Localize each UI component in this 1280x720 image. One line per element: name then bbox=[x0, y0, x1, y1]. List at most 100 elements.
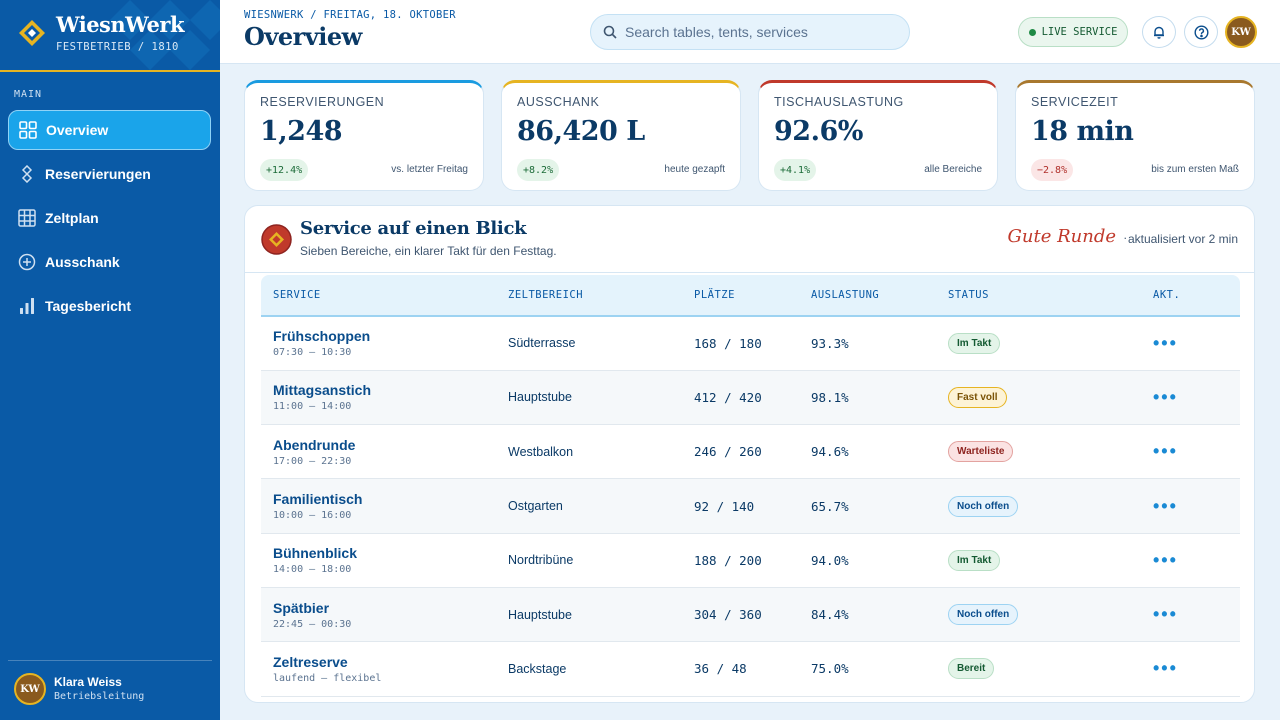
notifications-button[interactable] bbox=[1142, 16, 1176, 48]
help-button[interactable] bbox=[1184, 16, 1218, 48]
service-panel: Service auf einen Blick Sieben Bereiche,… bbox=[244, 205, 1255, 703]
service-name[interactable]: Frühschoppen bbox=[273, 328, 371, 345]
status-badge: Bereit bbox=[948, 658, 995, 680]
search-input[interactable] bbox=[625, 24, 895, 40]
sidebar-item-overview[interactable]: Overview bbox=[8, 110, 211, 150]
status-badge: Im Takt bbox=[948, 332, 1001, 354]
actions-cell: ••• bbox=[1141, 424, 1240, 480]
sidebar-item-tagesbericht[interactable]: Tagesbericht bbox=[8, 286, 211, 326]
top-header: WIESNWERK / FREITAG, 18. OKTOBER Overvie… bbox=[220, 0, 1280, 64]
seats-cell: 412 / 420 bbox=[682, 370, 799, 426]
table-row[interactable]: Familientisch 10:00 — 16:00 Ostgarten 92 … bbox=[261, 478, 1240, 534]
service-cell: Bühnenblick 14:00 — 18:00 bbox=[261, 533, 496, 588]
logo-icon bbox=[19, 20, 45, 46]
status-cell: Im Takt bbox=[936, 316, 1141, 371]
col-auslastung[interactable]: AUSLASTUNG bbox=[799, 275, 936, 317]
col-actions: AKT. bbox=[1141, 275, 1240, 317]
more-actions-icon[interactable]: ••• bbox=[1153, 386, 1178, 407]
service-name[interactable]: Spätbier bbox=[273, 599, 330, 616]
status-badge: Im Takt bbox=[948, 549, 1001, 571]
sidebar-item-zeltplan[interactable]: Zeltplan bbox=[8, 198, 211, 238]
col-status[interactable]: STATUS bbox=[936, 275, 1141, 317]
load-cell: 93.3% bbox=[799, 316, 936, 371]
panel-script-label: Gute Runde bbox=[1007, 226, 1117, 247]
kpi-note: vs. letzter Freitag bbox=[391, 164, 468, 175]
area-cell: Hauptstube bbox=[496, 587, 682, 643]
status-badge: Noch offen bbox=[948, 495, 1019, 517]
area-cell: Westbalkon bbox=[496, 424, 682, 480]
service-cell: Familientisch 10:00 — 16:00 bbox=[261, 478, 496, 534]
sidebar-item-label: Ausschank bbox=[45, 254, 120, 270]
service-name[interactable]: Bühnenblick bbox=[273, 545, 358, 562]
more-actions-icon[interactable]: ••• bbox=[1153, 604, 1178, 625]
kpi-value: 86,420 L bbox=[517, 116, 645, 147]
load-cell: 94.0% bbox=[799, 533, 936, 588]
actions-cell: ••• bbox=[1141, 641, 1240, 697]
sidebar-item-reservierungen[interactable]: Reservierungen bbox=[8, 154, 211, 194]
kpi-delta: −2.8% bbox=[1031, 159, 1074, 181]
more-actions-icon[interactable]: ••• bbox=[1153, 441, 1178, 462]
load-cell: 94.6% bbox=[799, 424, 936, 480]
main-nav: Overview Reservierungen Zeltplan Ausscha… bbox=[8, 110, 211, 330]
search-icon bbox=[603, 25, 617, 39]
kpi-note: bis zum ersten Maß bbox=[1151, 164, 1239, 175]
col-service[interactable]: SERVICE bbox=[261, 275, 496, 317]
kpi-label: SERVICEZEIT bbox=[1031, 95, 1119, 109]
table-row[interactable]: Spätbier 22:45 — 00:30 Hauptstube 304 / 3… bbox=[261, 587, 1240, 643]
grid-icon bbox=[19, 121, 37, 139]
kpi-note: heute gezapft bbox=[664, 164, 725, 175]
more-actions-icon[interactable]: ••• bbox=[1153, 549, 1178, 570]
status-cell: Noch offen bbox=[936, 478, 1141, 534]
avatar[interactable]: KW bbox=[1225, 16, 1257, 48]
col-plaetze[interactable]: PLÄTZE bbox=[682, 275, 799, 317]
status-badge: Fast voll bbox=[948, 386, 1007, 408]
sidebar: WiesnWerk FESTBETRIEB / 1810 MAIN Overvi… bbox=[0, 0, 220, 720]
emblem-icon bbox=[261, 224, 292, 255]
panel-header: Service auf einen Blick Sieben Bereiche,… bbox=[245, 206, 1254, 273]
actions-cell: ••• bbox=[1141, 370, 1240, 426]
more-actions-icon[interactable]: ••• bbox=[1153, 495, 1178, 516]
bar-chart-icon bbox=[18, 297, 36, 315]
panel-title: Service auf einen Blick bbox=[300, 218, 527, 239]
kpi-delta: +4.1% bbox=[774, 159, 817, 181]
service-time: 10:00 — 16:00 bbox=[273, 510, 352, 522]
more-actions-icon[interactable]: ••• bbox=[1153, 658, 1178, 679]
brand-name[interactable]: WiesnWerk bbox=[56, 12, 185, 37]
status-cell: Im Takt bbox=[936, 533, 1141, 588]
area-cell: Ostgarten bbox=[496, 478, 682, 534]
service-name[interactable]: Familientisch bbox=[273, 491, 363, 508]
actions-cell: ••• bbox=[1141, 587, 1240, 643]
load-cell: 84.4% bbox=[799, 587, 936, 643]
table-row[interactable]: Frühschoppen 07:30 — 10:30 Südterrasse 16… bbox=[261, 316, 1240, 371]
table-row[interactable]: Abendrunde 17:00 — 22:30 Westbalkon 246 /… bbox=[261, 424, 1240, 480]
service-time: 22:45 — 00:30 bbox=[273, 618, 352, 630]
user-profile[interactable]: KW Klara Weiss Betriebsleitung bbox=[8, 660, 212, 720]
live-label: LIVE SERVICE bbox=[1041, 26, 1118, 38]
service-time: 07:30 — 10:30 bbox=[273, 347, 352, 359]
service-cell: Frühschoppen 07:30 — 10:30 bbox=[261, 316, 496, 371]
seats-cell: 36 / 48 bbox=[682, 641, 799, 697]
status-badge: Noch offen bbox=[948, 604, 1019, 626]
col-zeltbereich[interactable]: ZELTBEREICH bbox=[496, 275, 682, 317]
kpi-delta: +12.4% bbox=[260, 159, 309, 181]
sidebar-item-label: Overview bbox=[46, 122, 109, 138]
service-name[interactable]: Mittagsanstich bbox=[273, 382, 372, 399]
load-cell: 75.0% bbox=[799, 641, 936, 697]
sidebar-item-label: Zeltplan bbox=[45, 210, 99, 226]
service-name[interactable]: Abendrunde bbox=[273, 436, 356, 453]
kpi-value: 18 min bbox=[1031, 116, 1134, 147]
table-row[interactable]: Mittagsanstich 11:00 — 14:00 Hauptstube 4… bbox=[261, 370, 1240, 426]
table-row[interactable]: Zeltreserve laufend — flexibel Backstage … bbox=[261, 641, 1240, 697]
page-title: Overview bbox=[244, 22, 362, 51]
separator-dot: · bbox=[1123, 232, 1128, 245]
table-row[interactable]: Bühnenblick 14:00 — 18:00 Nordtribüne 188… bbox=[261, 533, 1240, 588]
load-cell: 65.7% bbox=[799, 478, 936, 534]
actions-cell: ••• bbox=[1141, 316, 1240, 371]
search-bar[interactable] bbox=[590, 14, 910, 50]
more-actions-icon[interactable]: ••• bbox=[1153, 332, 1178, 353]
live-service-badge[interactable]: LIVE SERVICE bbox=[1018, 17, 1128, 47]
sidebar-item-ausschank[interactable]: Ausschank bbox=[8, 242, 211, 282]
service-name[interactable]: Zeltreserve bbox=[273, 653, 348, 670]
service-table: SERVICE ZELTBEREICH PLÄTZE AUSLASTUNG ST… bbox=[261, 275, 1240, 697]
diamond-pattern-icon bbox=[110, 0, 220, 70]
